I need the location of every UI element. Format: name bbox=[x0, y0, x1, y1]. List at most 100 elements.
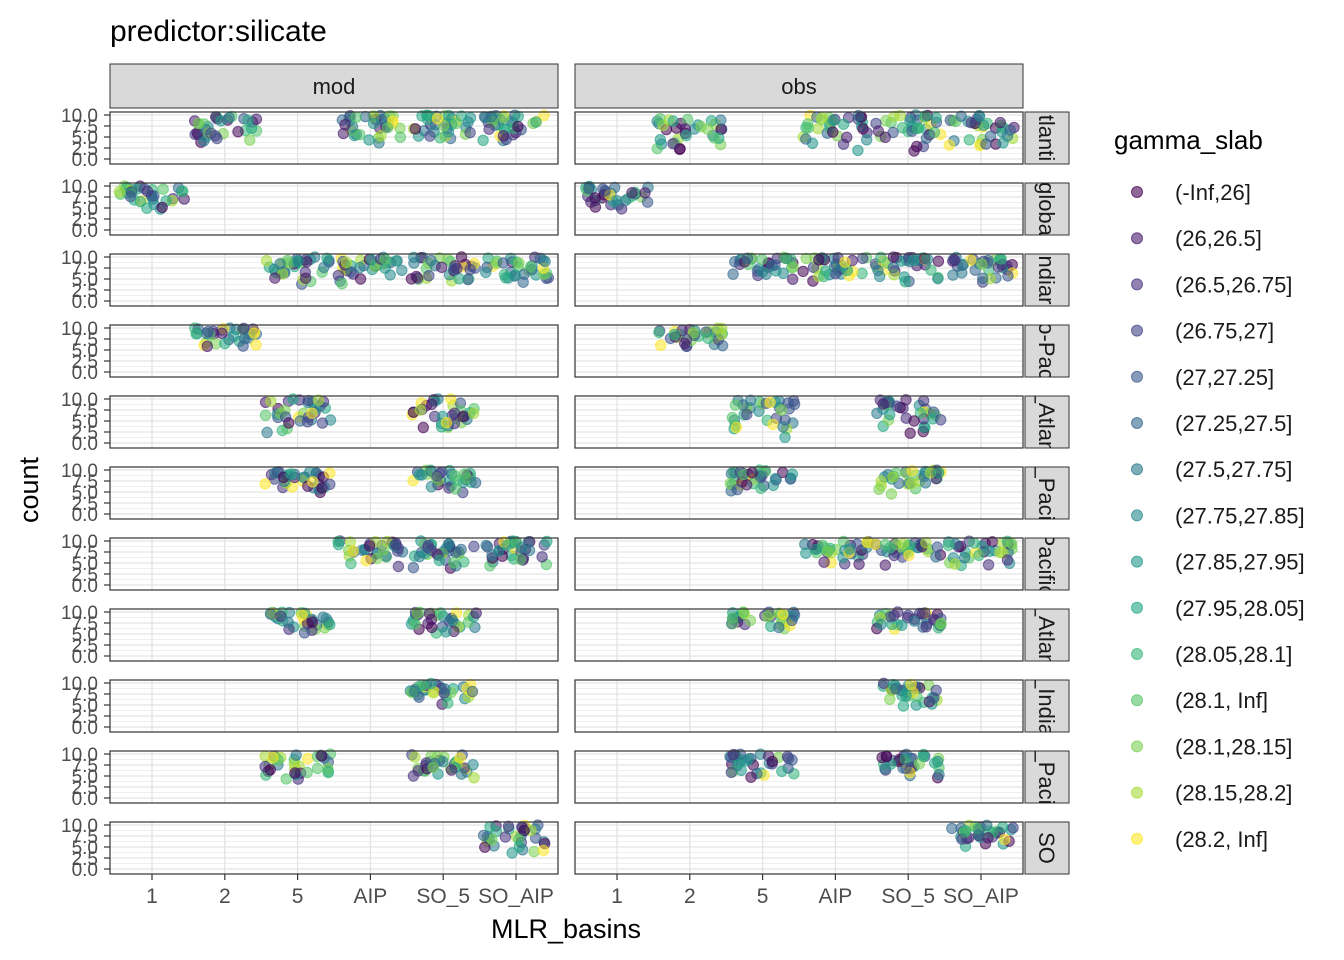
data-point bbox=[427, 761, 439, 773]
legend-key bbox=[1131, 324, 1143, 337]
y-tick-label: 7.5 bbox=[72, 756, 98, 777]
data-point bbox=[425, 481, 438, 493]
legend-entry-label: (28.05,28.1] bbox=[1175, 642, 1292, 667]
y-tick-label: 2.5 bbox=[72, 849, 98, 870]
legend-entry-label: (26.75,27] bbox=[1175, 319, 1274, 344]
data-point bbox=[679, 337, 691, 350]
data-point bbox=[999, 833, 1011, 846]
data-point bbox=[787, 261, 799, 273]
data-point bbox=[283, 417, 295, 429]
data-point bbox=[856, 267, 868, 280]
x-tick-label: 5 bbox=[292, 885, 304, 908]
y-tick-label: 7.5 bbox=[72, 330, 98, 351]
data-point bbox=[424, 130, 436, 142]
data-point bbox=[479, 841, 491, 853]
data-point bbox=[219, 337, 231, 350]
legend-entry-label: (27.5,27.75] bbox=[1175, 457, 1292, 482]
x-tick-label: SO_5 bbox=[416, 885, 470, 908]
data-point bbox=[958, 552, 971, 564]
data-point bbox=[912, 122, 924, 134]
data-point bbox=[500, 272, 512, 284]
data-point bbox=[756, 266, 769, 278]
data-point bbox=[907, 254, 920, 267]
data-point bbox=[537, 844, 550, 857]
y-tick-label: 7.5 bbox=[72, 685, 98, 706]
data-point bbox=[332, 538, 345, 551]
data-point bbox=[741, 252, 754, 264]
y-tick-label: 0.0 bbox=[72, 292, 98, 313]
legend-key bbox=[1131, 186, 1143, 198]
data-point bbox=[480, 266, 492, 279]
row-strip-label: o-Pac bbox=[1034, 322, 1059, 379]
panel-Indian-obs bbox=[574, 251, 1024, 307]
row-strip-SO bbox=[1024, 821, 1070, 875]
data-point bbox=[267, 751, 279, 764]
legend-key bbox=[1131, 601, 1143, 614]
panel-N_Atlantic-obs bbox=[574, 394, 1024, 449]
data-point bbox=[528, 845, 540, 858]
data-point bbox=[394, 131, 407, 143]
data-point bbox=[416, 469, 428, 481]
row-strip-S_Pacific bbox=[1024, 750, 1070, 804]
data-point bbox=[538, 109, 550, 122]
y-tick-label: 2.5 bbox=[72, 139, 98, 160]
data-point bbox=[857, 123, 869, 135]
data-point bbox=[454, 752, 466, 764]
legend-key bbox=[1131, 232, 1143, 245]
data-point bbox=[409, 618, 421, 630]
data-point bbox=[513, 257, 525, 269]
data-point bbox=[513, 840, 525, 853]
panel-Atlantic-obs bbox=[574, 109, 1024, 165]
data-point bbox=[280, 773, 292, 785]
x-tick-label: 2 bbox=[684, 885, 696, 908]
data-point bbox=[884, 611, 897, 623]
data-point bbox=[124, 190, 137, 203]
data-point bbox=[800, 133, 812, 145]
data-point bbox=[437, 756, 449, 768]
data-point bbox=[390, 255, 402, 267]
data-point bbox=[755, 482, 767, 494]
data-point bbox=[769, 259, 781, 271]
data-point bbox=[453, 273, 465, 285]
data-point bbox=[818, 270, 830, 283]
legend-key bbox=[1131, 370, 1143, 383]
data-point bbox=[837, 118, 850, 130]
data-point bbox=[735, 754, 748, 766]
data-point bbox=[502, 820, 515, 832]
y-tick-label: 5.0 bbox=[72, 767, 98, 788]
data-point bbox=[411, 272, 424, 284]
data-point bbox=[317, 611, 329, 623]
data-point bbox=[431, 113, 444, 125]
data-point bbox=[390, 539, 402, 551]
data-point bbox=[667, 115, 679, 127]
data-point bbox=[777, 421, 789, 433]
data-point bbox=[190, 328, 202, 340]
y-tick-label: 2.5 bbox=[72, 210, 98, 231]
data-point bbox=[891, 400, 903, 412]
data-point bbox=[316, 417, 329, 429]
data-point bbox=[787, 273, 799, 285]
data-point bbox=[449, 483, 462, 495]
data-point bbox=[301, 766, 313, 779]
x-tick-label: AIP bbox=[818, 885, 852, 908]
data-point bbox=[776, 765, 788, 777]
data-point bbox=[897, 700, 910, 712]
data-point bbox=[363, 134, 375, 146]
data-point bbox=[810, 543, 822, 556]
data-point bbox=[517, 276, 529, 288]
data-point bbox=[822, 545, 834, 558]
data-point bbox=[729, 399, 742, 411]
x-tick-label: SO_AIP bbox=[943, 885, 1019, 908]
data-point bbox=[982, 559, 995, 571]
panel-N_Pacific-mod bbox=[109, 464, 559, 520]
panel-S_Atlantic-obs bbox=[574, 606, 1024, 662]
data-point bbox=[442, 697, 454, 709]
data-point bbox=[884, 542, 896, 554]
legend-entry-label: (27.85,27.95] bbox=[1175, 550, 1305, 575]
data-point bbox=[972, 829, 985, 841]
data-point bbox=[339, 119, 351, 131]
data-point bbox=[813, 254, 825, 266]
data-point bbox=[599, 185, 611, 197]
data-point bbox=[307, 476, 319, 488]
legend-entry-label: (26,26.5] bbox=[1175, 226, 1262, 251]
